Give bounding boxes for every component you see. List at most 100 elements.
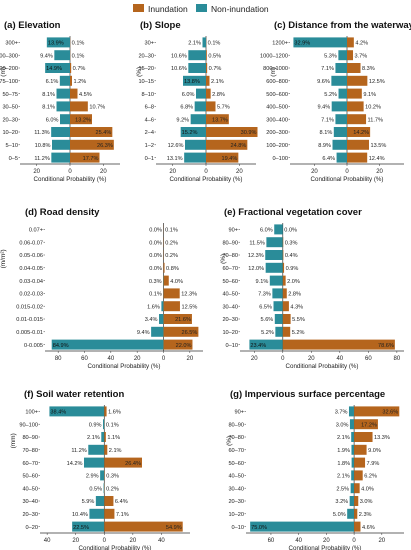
data-label-inundation: 0.2% [106,486,119,492]
data-label-inundation: 26.3% [97,143,113,149]
data-label-non-inundation: 2.1% [337,435,350,441]
y-tick-label: 1200+ [272,41,288,47]
y-tick-label: 70–80 [222,253,238,259]
bar-inundation [282,301,289,312]
data-label-inundation: 5.2% [292,330,305,336]
x-tick-label: 20 [186,356,193,362]
chart-title: (d) Road density [25,207,100,218]
data-label-non-inundation: 10.8% [35,143,51,149]
bar-inundation [70,101,88,112]
data-label-inundation: 10.2% [365,105,381,111]
y-axis-label: (m) [0,67,7,77]
data-label-non-inundation: 0.9% [89,422,102,428]
data-label-inundation: 0.3% [285,240,298,246]
bar-non-inundation [265,250,283,260]
y-tick-label: 500–600 [266,92,288,98]
y-tick-label: 0–100 [272,156,288,162]
data-label-inundation: 32.6% [382,410,398,416]
data-label-non-inundation: 13.9% [48,41,64,47]
x-tick-label: 20 [378,538,385,544]
y-tick-label: 5–10 [6,143,18,149]
bar-inundation [70,63,72,73]
data-label-non-inundation: 5.6% [261,317,274,323]
data-label-inundation: 7.1% [116,512,129,518]
data-label-inundation: 78.6% [378,343,394,349]
data-label-non-inundation: 7.3% [258,292,271,298]
data-label-non-inundation: 6.8% [180,105,193,111]
bar-inundation [282,250,284,260]
bar-non-inundation [350,483,355,494]
data-label-non-inundation: 12.6% [168,143,184,149]
y-tick-label: 40–50 [22,486,38,492]
data-label-inundation: 5.5% [292,317,305,323]
data-label-non-inundation: 75.0% [251,525,267,531]
y-tick-label: 10–20 [222,330,238,336]
bar-inundation [70,139,114,150]
data-label-non-inundation: 11.2% [34,156,49,162]
y-tick-label: 6–8 [145,105,154,111]
data-label-non-inundation: 6.1% [46,79,59,85]
bar-non-inundation [56,101,70,112]
data-label-non-inundation: 5.0% [333,512,346,518]
data-label-inundation: 2.1% [109,448,122,454]
chart-panel-6: (f) Soil water retention (mm) 100+ 38.4% 1.6… [10,389,190,550]
bar-inundation [347,88,362,99]
x-tick-label: 40 [107,356,114,362]
bar-non-inundation [188,63,206,73]
x-tick-label: 60 [365,356,372,362]
bar-non-inundation [347,508,355,519]
data-label-inundation: 13.5% [370,143,386,149]
bar-inundation [163,314,192,324]
legend-swatch-non-inundation [196,4,207,12]
data-label-inundation: 30.9% [241,130,257,136]
bar-non-inundation [273,301,283,312]
bar-non-inundation [331,101,347,112]
data-label-inundation: 0.7% [73,66,86,72]
bar-non-inundation [89,508,105,519]
bar-inundation [347,75,368,86]
data-label-non-inundation: 9.4% [317,105,330,111]
bar-non-inundation [52,139,70,150]
data-label-inundation: 26.4% [125,461,141,467]
chart-title: (g) Impervious surface percentage [230,389,385,400]
bar-inundation [354,496,359,506]
y-tick-label: 90–100 [19,422,38,428]
y-tick-label: 0–10 [232,525,244,531]
y-tick-label: 20–30 [228,499,244,505]
bar-inundation [104,521,183,532]
data-label-non-inundation: 3.0% [336,422,349,428]
data-label-inundation: 10.7% [89,105,105,111]
data-label-inundation: 0.7% [209,66,222,72]
data-label-non-inundation: 9.4% [40,53,53,59]
x-tick-label: 60 [268,538,275,544]
data-label-non-inundation: 8.1% [320,130,333,136]
bar-inundation [163,301,180,312]
data-label-non-inundation: 9.4% [137,330,150,336]
data-label-non-inundation: 3.7% [335,410,348,416]
x-tick-label: 40 [336,356,343,362]
data-label-inundation: 0.2% [165,240,178,246]
x-axis-label: Conditional Probability (%) [79,545,152,550]
y-axis-label: (m) [270,67,277,77]
legend-label-inundation: Inundation [148,4,188,14]
x-tick-label: 0 [103,538,107,544]
data-label-inundation: 0.3% [106,474,119,480]
bar-non-inundation [348,406,355,417]
bar-non-inundation [51,152,70,163]
data-label-inundation: 1.2% [74,79,87,85]
data-label-non-inundation: 5.2% [261,330,274,336]
data-label-non-inundation: 6.0% [260,228,273,234]
bar-non-inundation [269,275,283,286]
y-tick-label: 80–90 [22,435,38,441]
bar-non-inundation [265,262,283,273]
bar-inundation [163,262,165,273]
bar-inundation [104,406,107,417]
y-tick-label: 0–5 [9,156,18,162]
bar-inundation [282,288,287,299]
data-label-inundation: 1.1% [107,435,120,441]
data-label-inundation: 8.3% [362,66,375,72]
legend-label-non-inundation: Non-inundation [211,4,269,14]
data-label-non-inundation: 6.0% [46,117,59,123]
y-tick-label: 0.04-0.05 [19,266,43,272]
data-label-inundation: 0.8% [166,266,179,272]
